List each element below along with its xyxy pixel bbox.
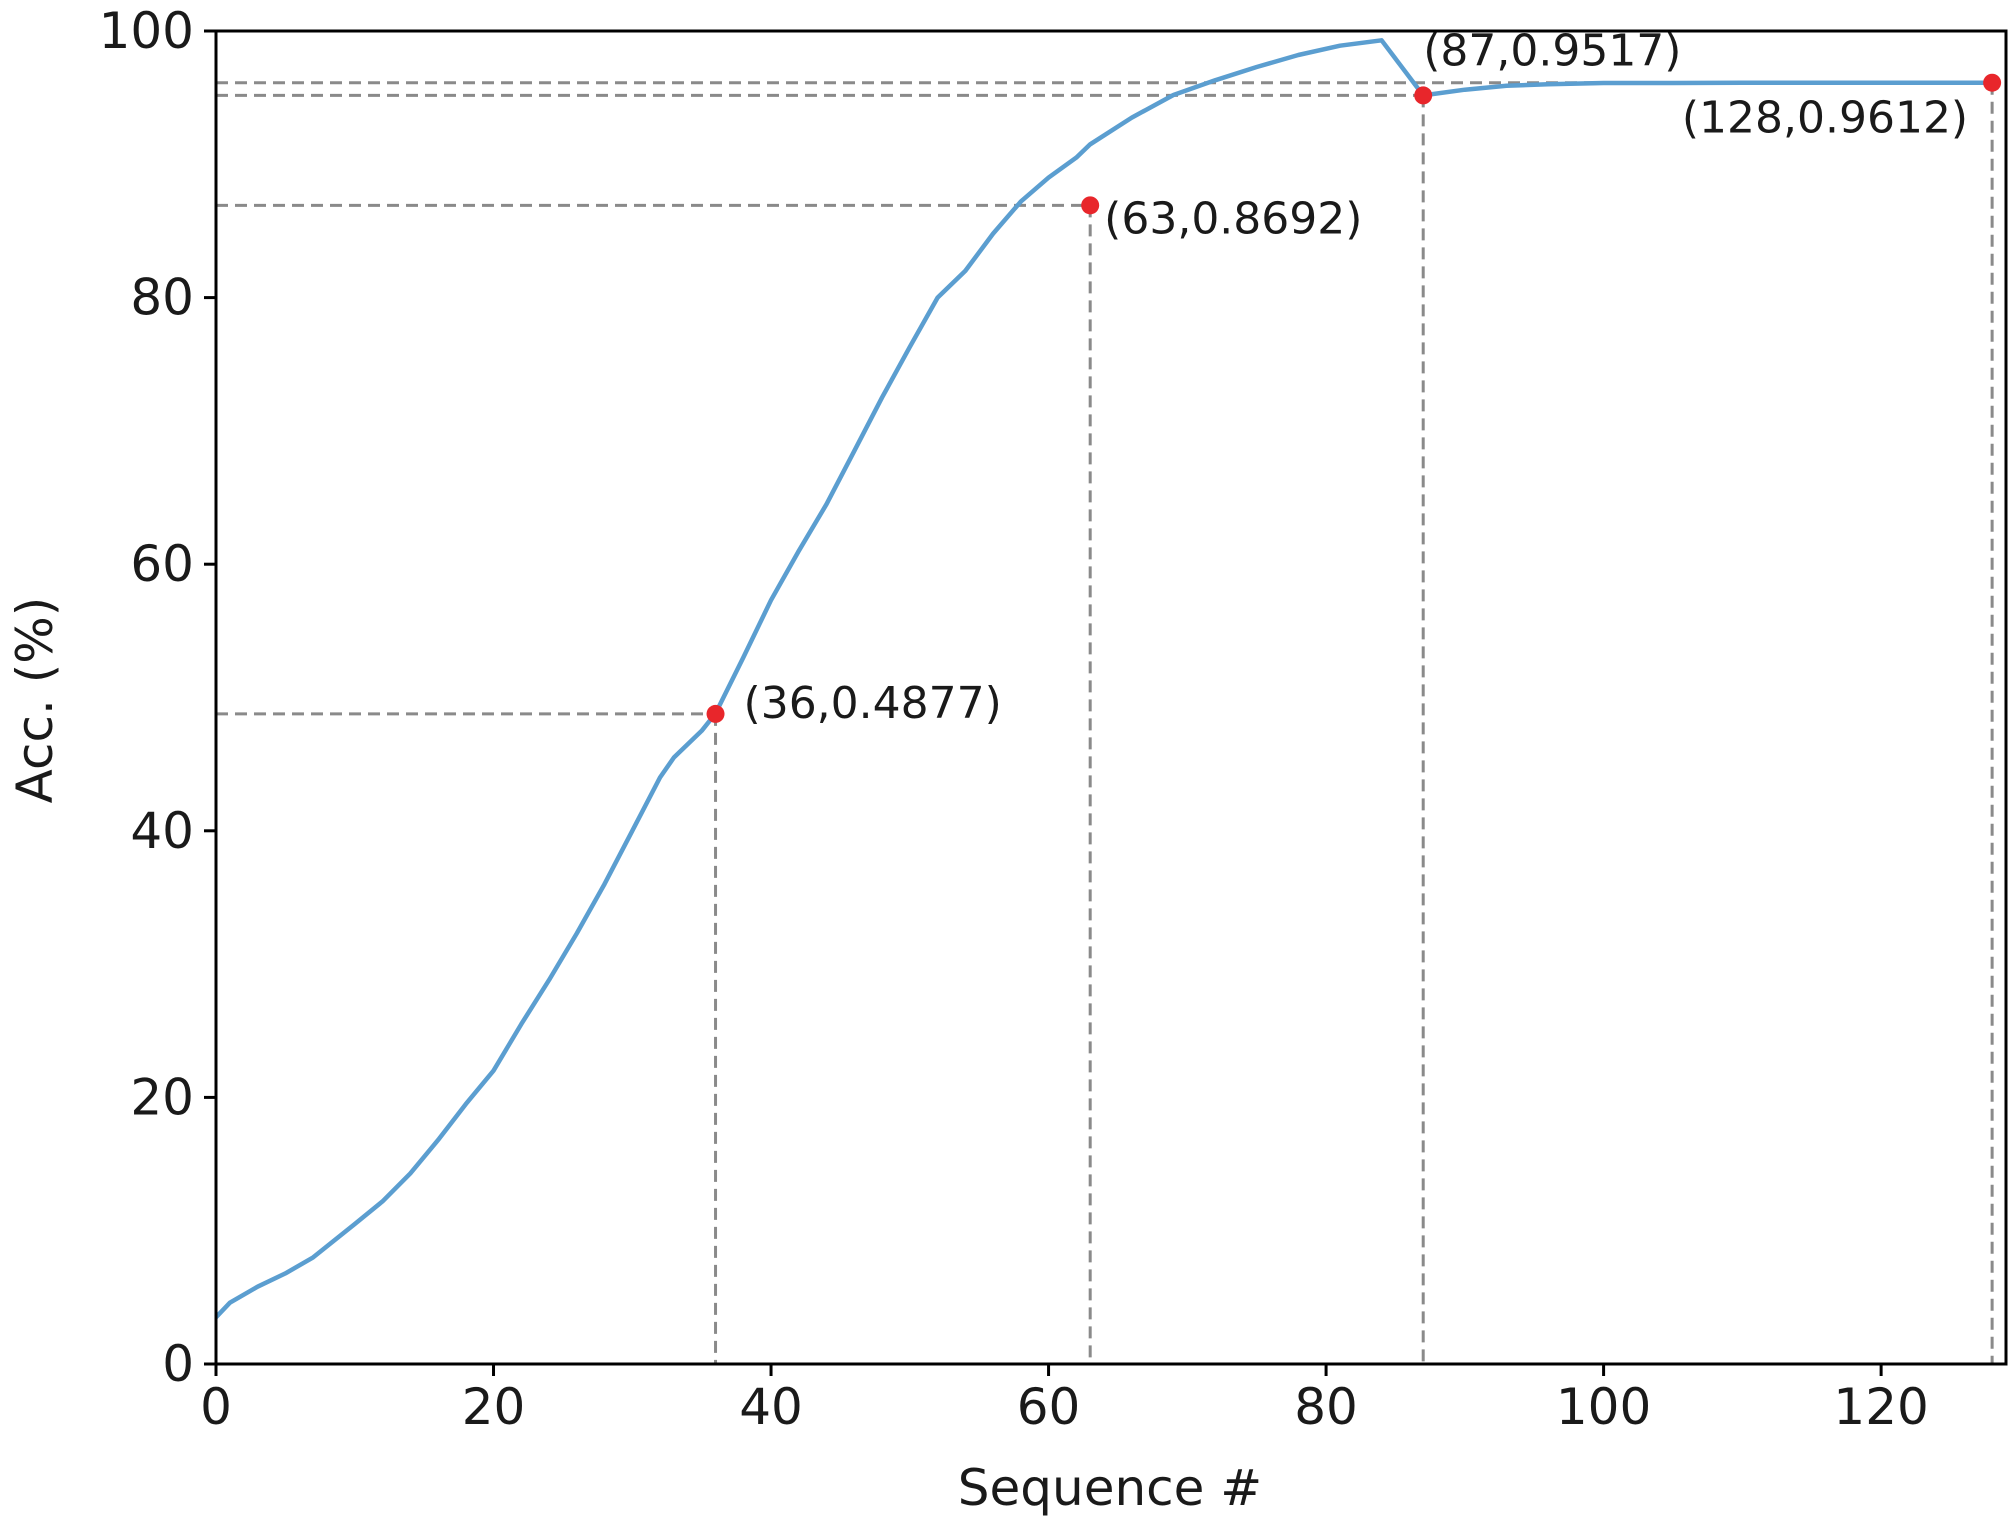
highlight-point-3 xyxy=(1983,73,2002,92)
highlight-label-0: (36,0.4877) xyxy=(744,678,1002,729)
series-layer xyxy=(214,38,1993,1319)
x-tick-label-3: 60 xyxy=(1017,1378,1081,1436)
highlight-point-0 xyxy=(706,704,725,723)
ticks: 0 20 40 60 80 100 120 0 20 40 60 80 100 xyxy=(99,2,1929,1436)
plot-frame xyxy=(214,29,2008,1366)
x-axis-label: Sequence # xyxy=(958,1459,1262,1517)
y-tick-label-1: 20 xyxy=(130,1068,194,1126)
x-tick-label-2: 40 xyxy=(739,1378,803,1436)
x-tick-label-5: 100 xyxy=(1556,1378,1651,1436)
x-tick-label-0: 0 xyxy=(200,1378,232,1436)
y-tick-label-2: 40 xyxy=(130,802,194,860)
highlight-markers xyxy=(706,73,2002,723)
y-tick-label-5: 100 xyxy=(99,2,194,60)
y-tick-label-3: 60 xyxy=(130,535,194,593)
highlight-point-2 xyxy=(1414,86,1433,105)
annotations: (36,0.4877) (63,0.8692) (87,0.9517)(128,0.… xyxy=(744,25,1969,729)
y-tick-label-0: 0 xyxy=(162,1335,194,1393)
axes xyxy=(214,29,2008,1366)
x-tick-label-6: 120 xyxy=(1833,1378,1928,1436)
highlight-label-2: (87,0.9517) xyxy=(1423,25,1681,76)
guide-lines xyxy=(216,81,1994,1364)
highlight-label-1: (63,0.8692) xyxy=(1104,193,1362,244)
highlight-label-3: (128,0.9612) xyxy=(1682,93,1968,144)
x-tick-label-1: 20 xyxy=(462,1378,526,1436)
x-tick-label-4: 80 xyxy=(1294,1378,1358,1436)
y-tick-label-4: 80 xyxy=(130,269,194,327)
series-line-0 xyxy=(214,38,1993,1319)
y-axis-label: Acc. (%) xyxy=(6,597,64,804)
highlight-point-1 xyxy=(1081,196,1100,215)
